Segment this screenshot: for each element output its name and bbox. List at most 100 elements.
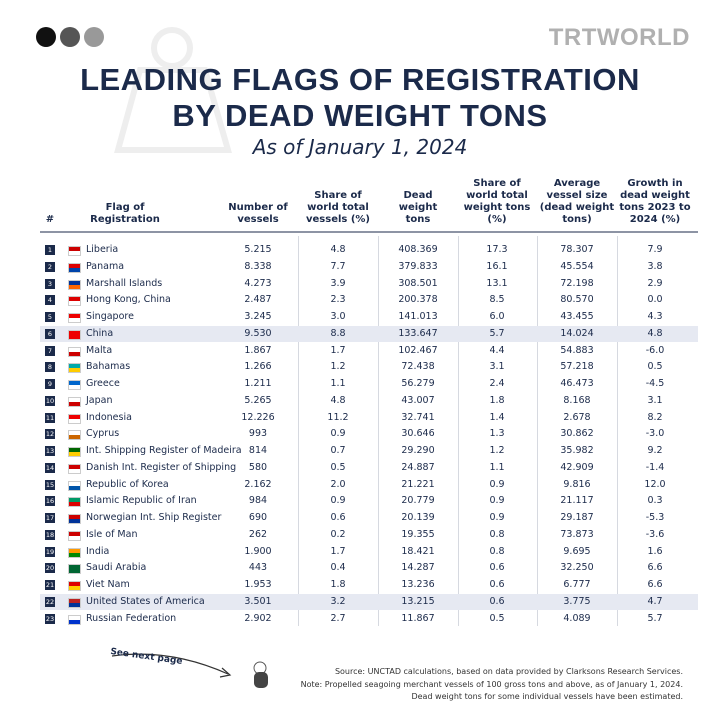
- table-cell: 0.6: [489, 562, 505, 574]
- table-cell: 1.953: [244, 579, 272, 590]
- table-cell: 141.013: [398, 311, 438, 322]
- table-cell: 73.873: [560, 528, 594, 540]
- table-cell: 11.2: [327, 411, 349, 423]
- country-name: China: [86, 327, 114, 339]
- table-cell: -5.3: [645, 512, 665, 523]
- table-cell: 12.226: [241, 411, 275, 423]
- column-header: Growth in dead weight tons 2023 to 2024 …: [619, 178, 691, 225]
- table-cell: 32.250: [560, 562, 594, 574]
- column-divider: [617, 236, 618, 626]
- table-cell: 72.198: [560, 277, 594, 289]
- table-cell: 0.9: [489, 478, 505, 490]
- table-cell: 4.273: [244, 277, 272, 289]
- table-cell: 14.024: [560, 327, 594, 339]
- table-cell: 21.117: [560, 495, 594, 507]
- flag-icon: [68, 313, 81, 323]
- table-cell: 408.369: [398, 244, 438, 255]
- table-cell: 1.867: [244, 344, 272, 356]
- table-cell: 4.4: [489, 344, 505, 356]
- table-cell: 102.467: [398, 344, 438, 356]
- flag-icon: [68, 246, 81, 256]
- table-cell: 6.0: [489, 311, 505, 322]
- flag-icon: [68, 447, 81, 457]
- table-cell: 2.9: [647, 277, 663, 289]
- flag-icon: [68, 262, 81, 273]
- table-row: 16 Islamic Republic of Iran 984 0.9 20.779 0.…: [40, 493, 698, 509]
- table-cell: 0.8: [489, 528, 505, 540]
- table-cell: 13.236: [401, 579, 435, 590]
- table-cell: -3.6: [645, 528, 665, 540]
- flag-icon: [68, 430, 81, 441]
- table-cell: 19.355: [401, 528, 435, 540]
- table-cell: 24.887: [401, 461, 435, 473]
- table-cell: 35.982: [560, 445, 594, 456]
- rank: 11: [45, 412, 55, 423]
- column-header: Share of world total weight tons (%): [463, 178, 531, 225]
- table-row: 10 Japan 5.265 4.8 43.007 1.8 8.168 3.1: [40, 393, 698, 409]
- rank: 13: [45, 446, 55, 456]
- rank: 17: [45, 513, 55, 523]
- table-row: 23 Russian Federation 2.902 2.7 11.867 0.5 4.0…: [40, 611, 698, 627]
- table-cell: 11.867: [401, 612, 435, 624]
- table-cell: 46.473: [560, 378, 594, 389]
- table-cell: 2.162: [244, 478, 272, 490]
- rank: 22: [45, 596, 55, 607]
- table-cell: 3.1: [489, 361, 505, 373]
- table-cell: 29.290: [401, 445, 435, 456]
- table-cell: 8.338: [244, 260, 272, 272]
- rank: 21: [45, 580, 55, 590]
- rank: 9: [45, 379, 55, 389]
- rank: 5: [45, 312, 55, 322]
- table-cell: 21.221: [401, 478, 435, 490]
- title-line: BY DEAD WEIGHT TONS: [172, 98, 548, 133]
- table-cell: 5.265: [244, 394, 272, 406]
- table-cell: 8.5: [489, 294, 505, 306]
- table-row: 3 Marshall Islands 4.273 3.9 308.501 13.1 72.1…: [40, 276, 698, 292]
- table-cell: 3.8: [647, 260, 663, 272]
- country-name: Norwegian Int. Ship Register: [86, 512, 222, 523]
- table-cell: 443: [248, 562, 268, 574]
- table-cell: 18.421: [401, 545, 435, 557]
- table-cell: 16.1: [486, 260, 508, 272]
- column-divider: [378, 236, 379, 626]
- table-cell: 1.211: [244, 378, 272, 389]
- table-cell: 2.902: [244, 612, 272, 624]
- table-cell: 7.7: [330, 260, 346, 272]
- country-name: Malta: [86, 344, 113, 356]
- table-cell: 6.777: [563, 579, 591, 590]
- table-cell: 4.8: [330, 244, 346, 255]
- flag-icon: [68, 279, 81, 290]
- country-name: United States of America: [86, 595, 205, 607]
- arrow: [111, 653, 229, 675]
- table-cell: 0.5: [330, 461, 346, 473]
- subtitle: As of January 1, 2024: [252, 135, 468, 159]
- table-cell: 0.5: [647, 361, 663, 373]
- table-row: 22 United States of America 3.501 3.2 13.215…: [40, 593, 698, 610]
- table-cell: 2.3: [330, 294, 346, 306]
- table-row: 21 Viet Nam 1.953 1.8 13.236 0.6 6.777 6.6: [40, 577, 698, 593]
- note: Note: Propelled seagoing merchant vessel…: [300, 680, 683, 689]
- rank: 18: [45, 529, 55, 540]
- table-cell: 6.6: [647, 579, 663, 590]
- table-cell: 1.2: [489, 445, 505, 456]
- table-cell: 1.7: [330, 545, 346, 557]
- country-name: Isle of Man: [86, 528, 138, 540]
- rank: 14: [45, 462, 55, 473]
- country-name: Bahamas: [86, 361, 131, 373]
- table-cell: 1.7: [330, 344, 346, 356]
- country-name: Viet Nam: [86, 579, 130, 590]
- table-row: 1 Liberia 5.215 4.8 408.369 17.3 78.307 7.9: [40, 242, 698, 258]
- window-dot: [84, 27, 104, 47]
- table-cell: 580: [248, 461, 268, 473]
- rank: 20: [45, 563, 55, 574]
- table-cell: 6.6: [647, 562, 663, 574]
- table-cell: 42.909: [560, 461, 594, 473]
- logo: TRTWORLD: [548, 24, 690, 51]
- flag-icon: [68, 480, 81, 491]
- table-cell: 30.646: [401, 428, 435, 440]
- table-row: 5 Singapore 3.245 3.0 141.013 6.0 43.455 4.3: [40, 309, 698, 325]
- table-cell: 200.378: [398, 294, 438, 306]
- table-cell: 2.678: [563, 411, 591, 423]
- country-name: Republic of Korea: [86, 478, 169, 490]
